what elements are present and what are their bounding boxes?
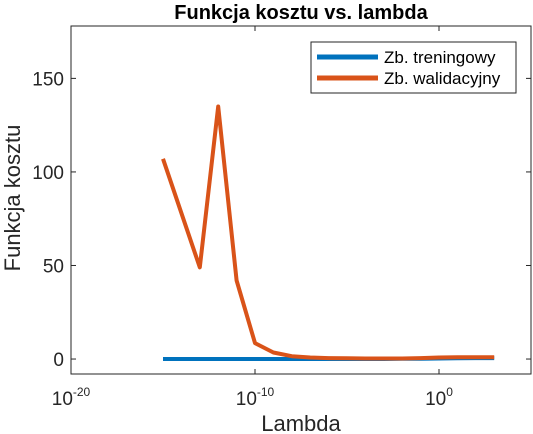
x-axis-label: Lambda — [261, 411, 341, 434]
y-tick-label: 100 — [32, 163, 64, 184]
y-tick-label: 150 — [32, 69, 64, 90]
legend-label-walidacyjny: Zb. walidacyjny — [384, 69, 501, 88]
chart-title: Funkcja kosztu vs. lambda — [174, 2, 428, 24]
legend-label-treningowy: Zb. treningowy — [384, 48, 496, 67]
series-line-walidacyjny — [161, 104, 495, 361]
x-tick-label: 10-20 — [52, 385, 91, 410]
y-axis-ticks: 0 50 100 150 — [32, 69, 531, 371]
y-axis-label: Funkcja kosztu — [0, 125, 25, 272]
legend: Zb. treningowy Zb. walidacyjny — [310, 41, 517, 94]
x-axis-ticks: 10-20 10-10 100 — [52, 26, 453, 410]
series-layer — [161, 104, 495, 361]
y-tick-label: 50 — [43, 256, 64, 277]
x-tick-label: 10-10 — [236, 385, 275, 410]
x-tick-label: 100 — [425, 385, 453, 410]
legend-box — [310, 41, 517, 94]
y-tick-label: 0 — [53, 350, 64, 371]
